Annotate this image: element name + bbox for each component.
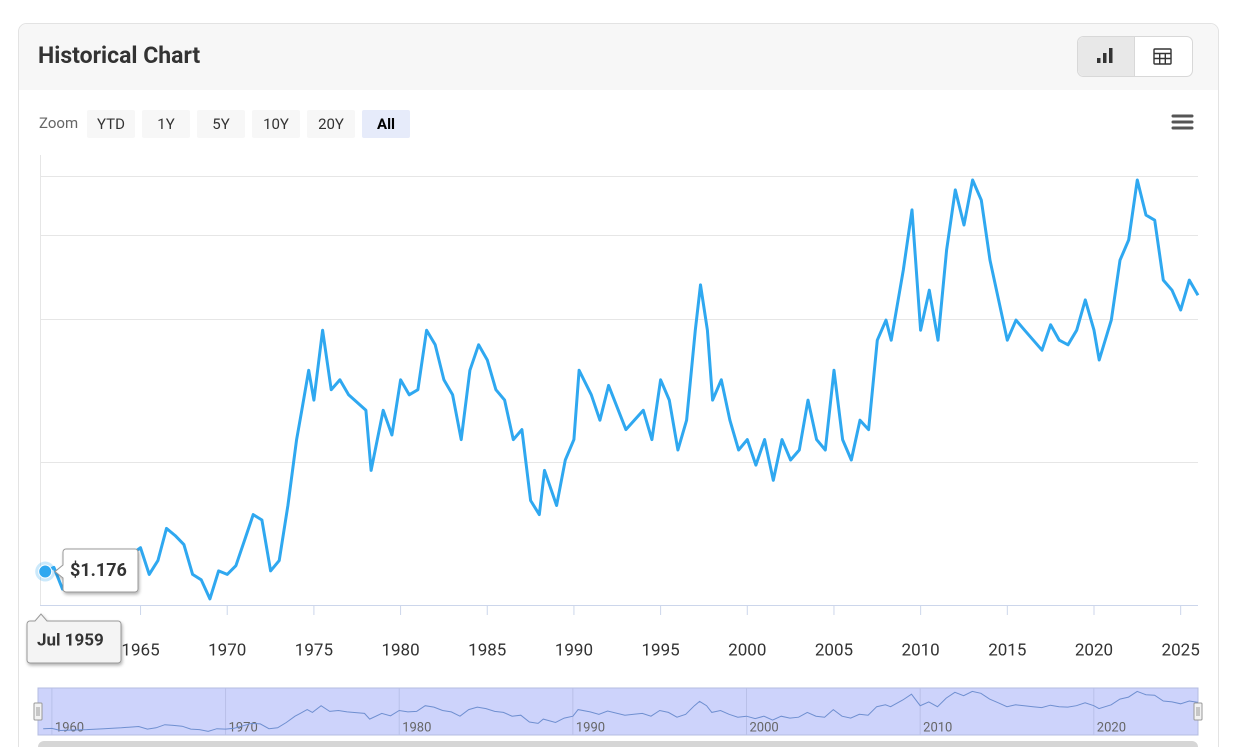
x-tick-label: 2025 [1162,640,1200,660]
zoom-button-label: 10Y [263,115,289,133]
hover-point [38,564,53,579]
zoom-button[interactable]: 1Y [142,110,190,138]
table-view-button[interactable] [1153,48,1172,65]
zoom-button[interactable]: 10Y [252,110,300,138]
zoom-button-label: 20Y [318,115,344,133]
zoom-button-bg [362,110,410,138]
x-tick-label: 1985 [468,640,506,660]
x-tick-label: 2005 [815,640,853,660]
zoom-button[interactable]: YTD [87,110,135,138]
date-label-box [26,613,122,664]
zoom-button-label: YTD [97,115,125,133]
navigator-tick-label: 1990 [576,720,605,735]
zoom-button-bg [252,110,300,138]
scrollbar[interactable] [38,741,1198,747]
x-tick-label: 1975 [295,640,333,660]
tooltip: $1.176 Jul 1959 [26,548,139,664]
navigator-handle[interactable] [1193,702,1203,721]
x-tick-label: 2000 [728,640,766,660]
card-header [19,24,1218,90]
navigator-line [43,690,1199,732]
x-tick-label: 2015 [988,640,1026,660]
zoom-button[interactable]: 20Y [307,110,355,138]
plot-area: 1965 1970 1975 1980 1985 1990 1995 2000 2005 2010… [40,155,1200,660]
card [18,23,1219,747]
zoom-button-bg [307,110,355,138]
zoom-button-bg [87,110,135,138]
zoom-button-bg [197,110,245,138]
tooltip-value: $1.176 [70,560,127,581]
navigator-bg [37,687,1199,736]
zoom-label: Zoom [39,114,78,132]
price-line [44,178,1200,601]
icon [1097,58,1101,63]
zoom-buttons: YTD 1Y 5Y 10Y 20Y All [87,110,410,138]
tooltip-box [54,548,139,593]
navigator: 1960 1970 1980 1990 2000 2010 2020 [33,687,1203,747]
navigator-tick-label: 2020 [1097,720,1126,735]
x-tick-label: 1965 [121,640,159,660]
x-tick-label: 1995 [641,640,679,660]
icon [1103,53,1107,63]
zoom-button[interactable]: All [362,110,410,138]
zoom-button[interactable]: 5Y [197,110,245,138]
navigator-handle[interactable] [33,702,43,721]
title: Historical Chart [38,42,200,69]
navigator-tick-label: 2010 [923,720,952,735]
view-toggle [1077,36,1193,77]
x-tick-label: 2020 [1075,640,1113,660]
x-tick-label: 1970 [208,640,246,660]
zoom-button-bg [142,110,190,138]
x-tick-label: 2010 [902,640,940,660]
navigator-tick-label: 2000 [750,720,779,735]
menu-button[interactable] [1171,114,1194,130]
date-label: Jul 1959 [37,630,104,650]
zoom-button-label: 5Y [212,115,229,133]
zoom-button-label: 1Y [157,115,174,133]
zoom-button-label: All [377,115,395,133]
icon [1109,48,1113,63]
navigator-tick-label: 1980 [402,720,431,735]
navigator-tick-label: 1960 [55,720,84,735]
x-tick-label: 1980 [381,640,419,660]
x-tick-label: 1990 [555,640,593,660]
